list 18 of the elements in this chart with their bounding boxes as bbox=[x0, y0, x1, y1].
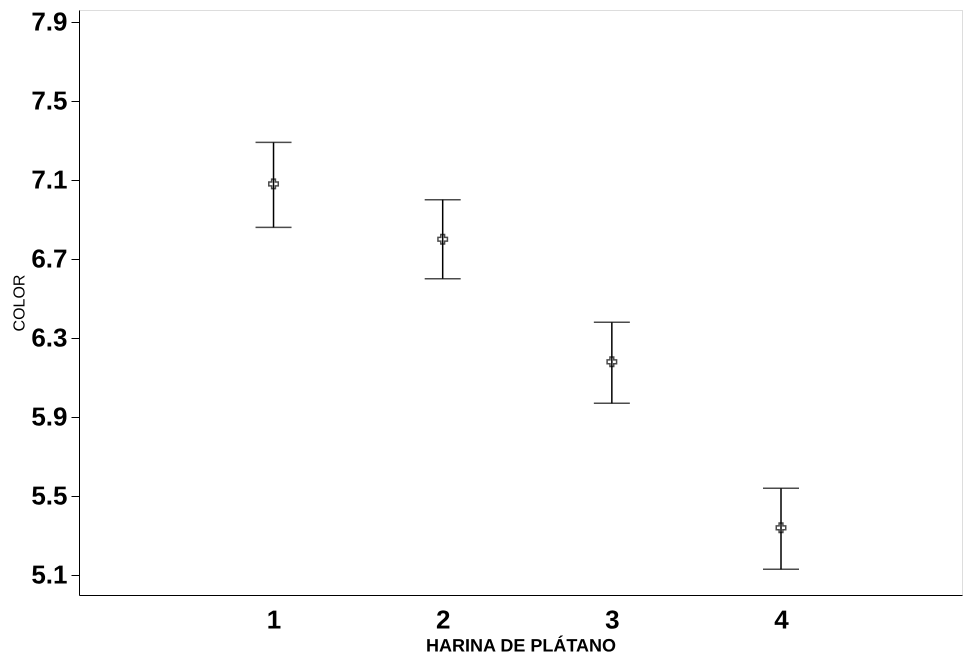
point bbox=[268, 178, 280, 190]
y-tick-label: 7.9 bbox=[31, 6, 68, 36]
y-axis-title: COLOR bbox=[11, 274, 28, 332]
y-tick-label: 6.3 bbox=[31, 322, 68, 353]
y-tick-label: 7.1 bbox=[31, 164, 68, 194]
x-tick-label: 3 bbox=[605, 604, 620, 634]
x-tick-label: 2 bbox=[436, 604, 450, 634]
y-tick-label: 5.1 bbox=[31, 560, 68, 590]
y-tick-label: 5.5 bbox=[31, 480, 68, 511]
point bbox=[606, 356, 618, 368]
y-tick-label: 6.7 bbox=[31, 244, 68, 274]
x-tick-label: 4 bbox=[774, 604, 790, 634]
point bbox=[437, 234, 448, 245]
x-axis-title: HARINA DE PLÁTANO bbox=[426, 636, 616, 656]
point bbox=[776, 522, 786, 534]
x-tick-label: 1 bbox=[266, 604, 282, 634]
y-tick-label: 5.9 bbox=[31, 402, 68, 432]
y-tick-label: 7.5 bbox=[31, 85, 68, 116]
